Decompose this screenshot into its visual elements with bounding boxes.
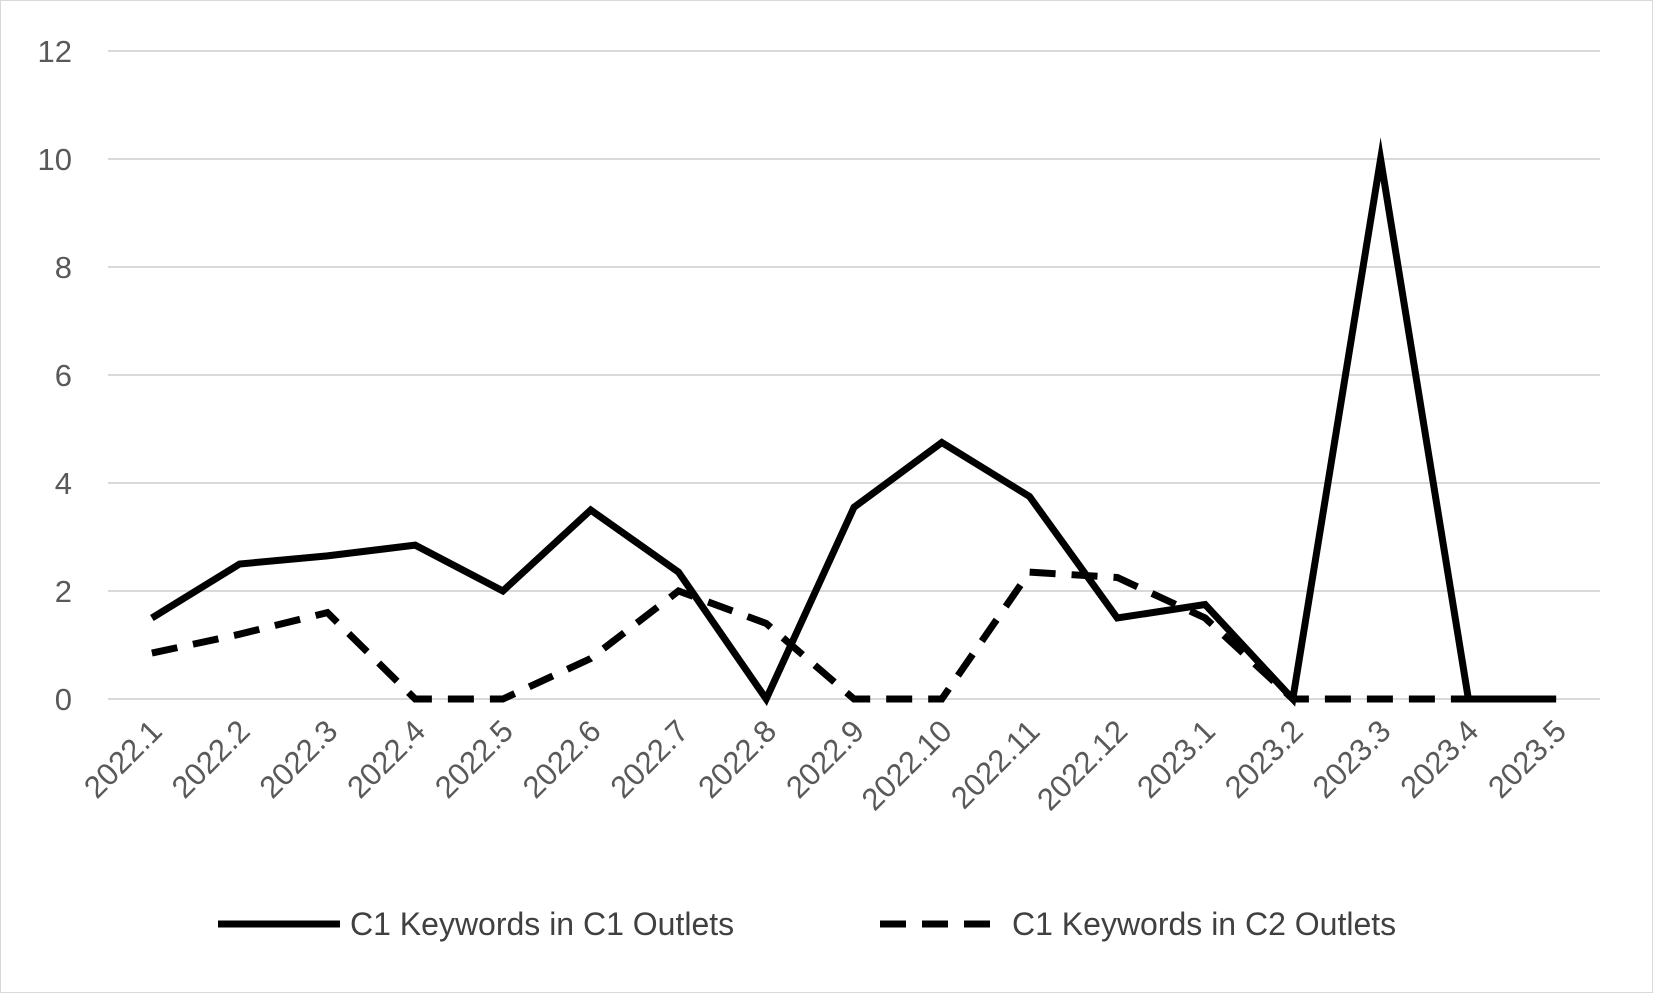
y-tick-label: 2 xyxy=(55,574,72,609)
x-tick-label: 2023.1 xyxy=(1130,713,1222,805)
y-tick-label: 0 xyxy=(55,682,72,717)
y-tick-label: 8 xyxy=(55,250,72,285)
x-tick-label: 2022.8 xyxy=(691,713,783,805)
x-tick-label: 2023.4 xyxy=(1394,713,1486,805)
x-axis-ticks: 2022.12022.22022.32022.42022.52022.62022… xyxy=(77,713,1573,817)
legend: C1 Keywords in C1 Outlets C1 Keywords in… xyxy=(218,906,1396,942)
x-tick-label: 2023.3 xyxy=(1306,713,1398,805)
y-tick-label: 12 xyxy=(38,34,72,69)
x-tick-label: 2023.5 xyxy=(1481,713,1573,805)
x-tick-label: 2022.11 xyxy=(944,713,1046,815)
x-tick-label: 2022.1 xyxy=(77,713,169,805)
y-tick-label: 6 xyxy=(55,358,72,393)
x-tick-label: 2023.2 xyxy=(1218,713,1310,805)
x-tick-label: 2022.5 xyxy=(428,713,520,805)
x-tick-label: 2022.12 xyxy=(1030,713,1134,817)
y-axis-ticks: 0 2 4 6 8 10 12 xyxy=(38,34,72,717)
x-tick-label: 2022.3 xyxy=(253,713,345,805)
x-tick-label: 2022.10 xyxy=(855,713,959,817)
x-tick-label: 2022.6 xyxy=(516,713,608,805)
gridlines xyxy=(108,50,1600,700)
series-lines xyxy=(150,137,1557,707)
x-tick-label: 2022.7 xyxy=(604,713,696,805)
legend-label-c2-outlets: C1 Keywords in C2 Outlets xyxy=(1012,906,1396,942)
y-tick-label: 10 xyxy=(38,142,72,177)
series-line-1 xyxy=(151,568,1557,703)
legend-label-c1-outlets: C1 Keywords in C1 Outlets xyxy=(350,906,734,942)
y-tick-label: 4 xyxy=(55,466,72,501)
series-line-0 xyxy=(150,137,1557,707)
x-tick-label: 2022.2 xyxy=(165,713,257,805)
x-tick-label: 2022.4 xyxy=(340,713,432,805)
